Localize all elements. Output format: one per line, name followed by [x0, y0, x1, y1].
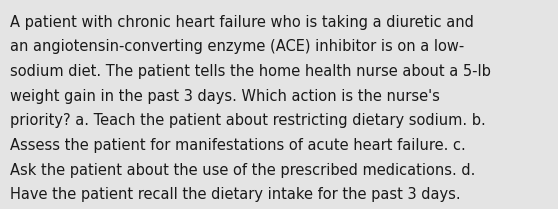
Text: Have the patient recall the dietary intake for the past 3 days.: Have the patient recall the dietary inta…: [10, 187, 461, 202]
Text: Ask the patient about the use of the prescribed medications. d.: Ask the patient about the use of the pre…: [10, 163, 475, 178]
Text: weight gain in the past 3 days. Which action is the nurse's: weight gain in the past 3 days. Which ac…: [10, 89, 440, 104]
Text: priority? a. Teach the patient about restricting dietary sodium. b.: priority? a. Teach the patient about res…: [10, 113, 486, 128]
Text: Assess the patient for manifestations of acute heart failure. c.: Assess the patient for manifestations of…: [10, 138, 466, 153]
Text: an angiotensin-converting enzyme (ACE) inhibitor is on a low-: an angiotensin-converting enzyme (ACE) i…: [10, 39, 464, 54]
Text: A patient with chronic heart failure who is taking a diuretic and: A patient with chronic heart failure who…: [10, 15, 474, 30]
Text: sodium diet. The patient tells the home health nurse about a 5-lb: sodium diet. The patient tells the home …: [10, 64, 491, 79]
